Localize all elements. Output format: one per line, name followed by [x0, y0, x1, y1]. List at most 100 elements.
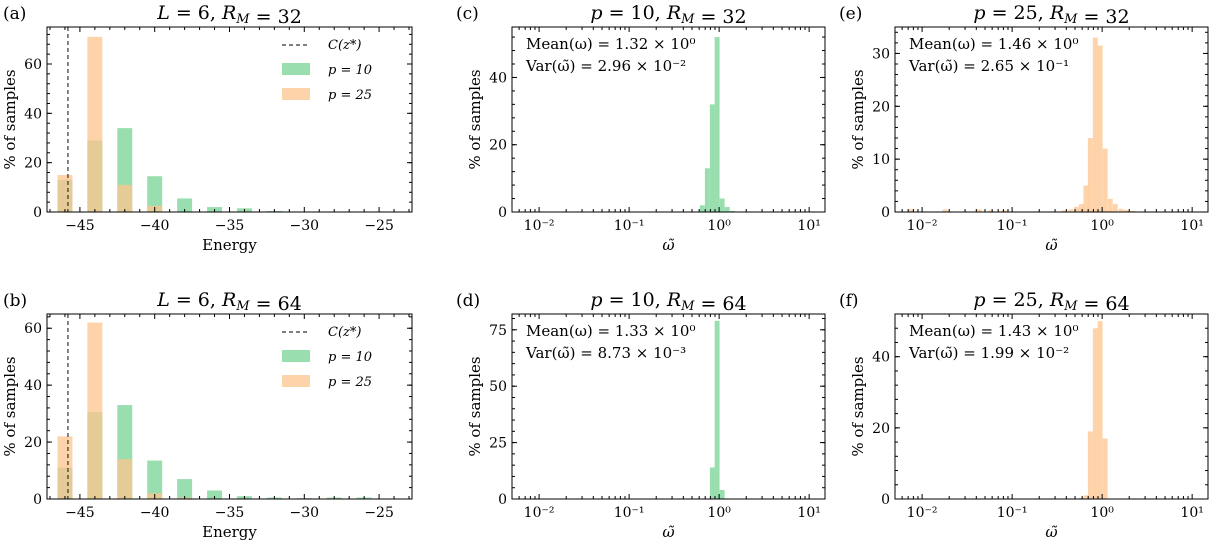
bar-e-s0-0	[908, 209, 914, 212]
ytick-label-b-1: 20	[24, 435, 42, 451]
bar-e-s0-16	[1118, 208, 1124, 212]
ylabel-e: % of samples	[849, 69, 867, 169]
bar-f-s0-1	[1083, 495, 1089, 499]
stat-annotation-c-0: Mean(ω) = 1.32 × 10⁰	[526, 35, 695, 53]
bar-e-s0-8	[1079, 204, 1084, 212]
ytick-label-a-3: 60	[24, 57, 42, 73]
bar-a-s0-3	[147, 176, 163, 212]
bar-f-s0-4	[1097, 321, 1103, 499]
xtick-label-a-0: −45	[65, 218, 95, 234]
chart-panel-f: 10⁻² 10⁻¹ 10⁰ 10¹ 0 20 40 % of samples ω̃ (f) p = …	[839, 289, 1209, 541]
xtick-label-d-1: 10⁻¹	[614, 505, 645, 521]
legend-label-cstar-a: C(z*)	[328, 38, 361, 53]
panel-label-e: (e)	[839, 4, 862, 24]
ytick-label-f-0: 0	[881, 492, 890, 508]
panel-title-e: p = 25, RM = 32	[973, 2, 1129, 28]
panel-title-a: L = 6, RM = 32	[156, 2, 302, 28]
axes-frame-d	[511, 313, 826, 500]
chart-panel-a: −45 −40 −35 −30 −25 0 20 40 60 % of samples Energy…	[1, 2, 413, 254]
xlabel-d: ω̃	[662, 523, 674, 541]
bar-f-s0-3	[1092, 328, 1098, 499]
xtick-label-c-1: 10⁻¹	[614, 218, 645, 234]
bar-c-s0-4	[719, 198, 725, 212]
xlabel-f: ω̃	[1045, 523, 1057, 541]
ylabel-a: % of samples	[1, 69, 19, 169]
xtick-label-e-3: 10¹	[1180, 218, 1203, 234]
panel-title-d: p = 10, RM = 64	[590, 289, 746, 315]
bar-a-s0-4	[177, 198, 193, 212]
panel-title-b: L = 6, RM = 64	[156, 289, 302, 315]
panel-title-f: p = 25, RM = 64	[973, 289, 1129, 315]
bar-e-s0-9	[1083, 185, 1089, 212]
axes-frame-f	[894, 313, 1209, 500]
legend-label-p10-b: p = 10	[328, 350, 372, 365]
bar-e-s0-11	[1092, 37, 1098, 213]
bar-b-s0-3	[147, 460, 163, 499]
panel-label-f: (f)	[839, 291, 859, 311]
xtick-label-a-3: −30	[290, 218, 320, 234]
bar-d-s0-0	[709, 467, 715, 499]
ytick-label-e-2: 20	[872, 99, 890, 115]
ytick-label-a-0: 0	[33, 205, 42, 221]
ytick-label-e-1: 10	[872, 152, 890, 168]
legend-label-p10-a: p = 10	[328, 63, 372, 78]
xtick-label-e-2: 10⁰	[1090, 218, 1114, 234]
ytick-label-e-0: 0	[881, 205, 890, 221]
stat-annotation-e-0: Mean(ω) = 1.46 × 10⁰	[909, 35, 1078, 53]
xtick-label-d-2: 10⁰	[707, 505, 731, 521]
ylabel-c: % of samples	[466, 69, 484, 169]
legend-label-p25-a: p = 25	[328, 88, 372, 103]
bar-f-s0-2	[1087, 431, 1093, 499]
axes-frame-e	[894, 26, 1209, 213]
bar-a-s1-1	[87, 36, 103, 212]
bar-a-s1-0	[57, 175, 73, 212]
xtick-label-f-2: 10⁰	[1090, 505, 1114, 521]
chart-panel-e: 10⁻² 10⁻¹ 10⁰ 10¹ 0 10 20 30 % of samples ω̃ (e) p …	[839, 2, 1209, 254]
xtick-label-f-0: 10⁻²	[907, 505, 938, 521]
legend-swatch-p10-b	[282, 350, 310, 362]
bar-d-s0-2	[719, 489, 725, 499]
xlabel-b: Energy	[202, 523, 257, 541]
bar-e-s0-4	[1001, 210, 1007, 212]
bar-e-s0-5	[1061, 210, 1067, 212]
bar-e-s0-3	[988, 210, 994, 212]
ytick-label-a-1: 20	[24, 156, 42, 172]
bar-e-s0-2	[976, 209, 982, 212]
legend-swatch-p10-a	[282, 63, 310, 75]
ytick-label-b-2: 40	[24, 378, 42, 394]
xlabel-a: Energy	[202, 236, 257, 254]
ylabel-f: % of samples	[849, 356, 867, 456]
ytick-label-d-1: 25	[489, 436, 507, 452]
xlabel-c: ω̃	[662, 236, 674, 254]
panel-label-d: (d)	[456, 291, 480, 311]
ytick-label-f-1: 20	[872, 421, 890, 437]
ytick-label-d-0: 0	[498, 492, 507, 508]
bar-f-s0-0	[1079, 497, 1084, 499]
xtick-label-f-3: 10¹	[1180, 505, 1203, 521]
bar-e-s0-15	[1112, 204, 1118, 212]
bar-c-s0-5	[724, 206, 730, 212]
bar-e-s0-10	[1087, 138, 1093, 212]
xtick-label-e-0: 10⁻²	[907, 218, 938, 234]
bar-e-s0-6	[1068, 209, 1074, 212]
bar-d-s0-1	[714, 320, 720, 499]
legend-label-p25-b: p = 25	[328, 375, 372, 390]
chart-panel-c: 10⁻² 10⁻¹ 10⁰ 10¹ 0 20 40 % of samples ω̃ (c) p = …	[456, 2, 826, 254]
bar-c-s0-6	[729, 210, 735, 212]
xtick-label-b-3: −30	[290, 505, 320, 521]
xtick-label-b-0: −45	[65, 505, 95, 521]
ytick-label-c-1: 20	[489, 138, 507, 154]
bar-e-s0-12	[1097, 45, 1103, 212]
xtick-label-a-4: −25	[364, 218, 394, 234]
xtick-label-b-2: −35	[215, 505, 245, 521]
ytick-label-b-3: 60	[24, 321, 42, 337]
ytick-label-b-0: 0	[33, 492, 42, 508]
bar-c-s0-1	[704, 168, 710, 212]
panel-label-a: (a)	[3, 4, 26, 24]
bar-c-s0-0	[699, 205, 705, 212]
ylabel-d: % of samples	[466, 356, 484, 456]
ytick-label-d-3: 75	[489, 323, 507, 339]
ytick-label-a-2: 40	[24, 106, 42, 122]
ytick-label-c-2: 40	[489, 70, 507, 86]
